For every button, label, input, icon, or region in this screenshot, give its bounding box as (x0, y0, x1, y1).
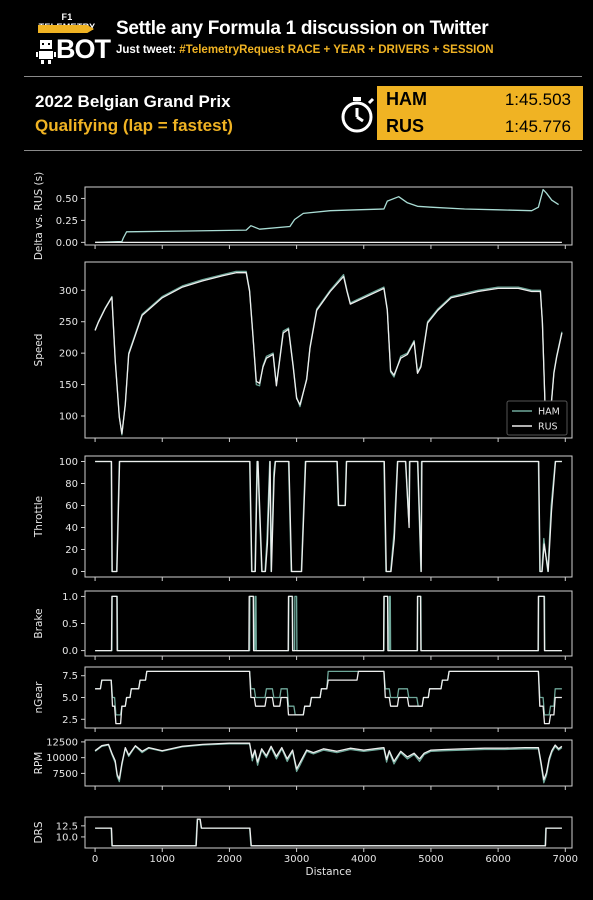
y-tick-label: 0.50 (56, 194, 78, 205)
x-axis-label: Distance (306, 866, 352, 878)
y-axis-label: DRS (33, 821, 45, 843)
panel-frame (84, 816, 573, 849)
lap-driver: HAM (386, 89, 427, 109)
y-axis-label: Speed (33, 334, 45, 367)
legend-label: HAM (538, 407, 560, 418)
x-tick-label: 4000 (351, 854, 376, 865)
panel-frame (84, 590, 573, 657)
header: F1 TELEMETRY BOT Settle any Formula 1 di… (0, 0, 593, 72)
series-line (95, 595, 562, 652)
y-tick-label: 100 (59, 457, 78, 468)
header-subtitle-hashtag: #TelemetryRequest RACE + YEAR + DRIVERS … (179, 44, 494, 56)
header-subtitle-prefix: Just tweet: (116, 44, 180, 56)
race-title: 2022 Belgian Grand Prix (35, 92, 231, 111)
y-tick-label: 60 (65, 501, 78, 512)
series-line (95, 818, 562, 847)
info-divider (24, 150, 582, 151)
y-tick-label: 12.5 (56, 821, 78, 832)
series-line (94, 272, 563, 435)
lap-time: 1:45.503 (504, 90, 571, 109)
series-line (95, 818, 562, 847)
y-axis-label: Brake (33, 608, 45, 638)
y-tick-label: 100 (59, 412, 78, 423)
y-tick-label: 12500 (46, 737, 78, 748)
robot-icon (36, 40, 56, 64)
x-tick-label: 5000 (418, 854, 443, 865)
y-tick-label: 150 (59, 380, 78, 391)
series-line (94, 270, 563, 436)
session-title: Qualifying (lap = fastest) (35, 116, 233, 135)
y-tick-label: 10000 (46, 753, 78, 764)
x-tick-label: 1000 (150, 854, 175, 865)
panel-frame (84, 186, 573, 246)
series-line (94, 742, 563, 781)
y-tick-label: 10.0 (56, 832, 78, 843)
series-line (95, 460, 562, 573)
y-tick-label: 5.0 (62, 693, 78, 704)
panel-frame (84, 455, 573, 578)
y-tick-label: 0.25 (56, 216, 78, 227)
y-tick-label: 1.0 (62, 592, 78, 603)
y-tick-label: 2.5 (62, 715, 78, 726)
x-tick-label: 7000 (553, 854, 578, 865)
y-axis-label: nGear (33, 681, 45, 714)
panel-frame (84, 666, 573, 729)
logo-bot-text: BOT (56, 34, 111, 64)
y-tick-label: 7.5 (62, 671, 78, 682)
series-line (95, 460, 562, 573)
x-tick-label: 0 (92, 854, 98, 865)
lap-time: 1:45.776 (504, 117, 571, 136)
legend-label: RUS (538, 422, 558, 433)
header-title: Settle any Formula 1 discussion on Twitt… (116, 18, 489, 39)
series-line (95, 595, 562, 652)
y-tick-label: 20 (65, 545, 78, 556)
series-line (95, 188, 559, 244)
series-line (95, 670, 562, 716)
panel-frame (84, 261, 573, 439)
y-axis-label: Throttle (33, 496, 45, 538)
lap-row-1: HAM 1:45.503 (377, 86, 583, 113)
panel-frame (84, 739, 573, 787)
y-tick-label: 200 (59, 349, 78, 360)
y-tick-label: 250 (59, 317, 78, 328)
y-tick-label: 0.0 (62, 646, 78, 657)
x-tick-label: 3000 (284, 854, 309, 865)
y-tick-label: 80 (65, 479, 78, 490)
lap-row-2: RUS 1:45.776 (377, 113, 583, 140)
y-axis-label: Delta vs. RUS (s) (33, 172, 45, 260)
x-tick-label: 6000 (485, 854, 510, 865)
y-tick-label: 7500 (53, 769, 78, 780)
y-tick-label: 0 (72, 567, 78, 578)
y-axis-label: RPM (33, 752, 45, 775)
x-tick-label: 2000 (217, 854, 242, 865)
lap-driver: RUS (386, 116, 425, 136)
header-divider (24, 76, 582, 77)
header-subtitle: Just tweet: #TelemetryRequest RACE + YEA… (116, 44, 494, 56)
y-tick-label: 300 (59, 286, 78, 297)
y-tick-label: 0.00 (56, 238, 78, 249)
series-line (95, 670, 562, 725)
stopwatch-icon (341, 97, 375, 133)
y-tick-label: 40 (65, 523, 78, 534)
logo-arrow-bar (38, 25, 94, 33)
f1-telemetry-bot-logo: F1 TELEMETRY BOT (34, 12, 111, 66)
y-tick-label: 0.5 (62, 619, 78, 630)
lap-times-table: HAM 1:45.503 RUS 1:45.776 (377, 86, 583, 140)
